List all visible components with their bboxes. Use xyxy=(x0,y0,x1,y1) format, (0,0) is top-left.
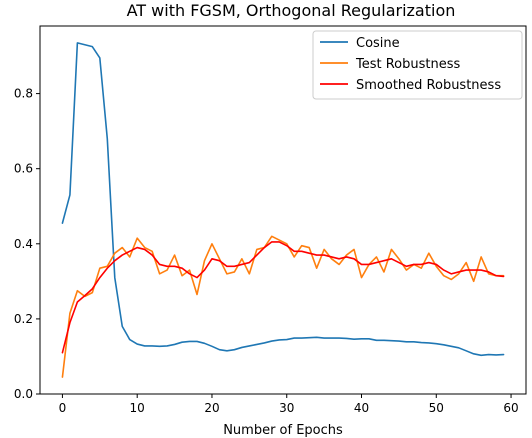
x-tick-label: 40 xyxy=(354,401,369,415)
series-line-smoothed-robustness xyxy=(61,241,505,354)
x-axis-label: Number of Epochs xyxy=(223,423,343,438)
plot-frame xyxy=(39,25,527,395)
legend-box xyxy=(312,30,523,100)
legend-label: Cosine xyxy=(356,36,400,51)
y-tick-label: 0.4 xyxy=(14,237,33,251)
legend-label: Test Robustness xyxy=(355,57,461,72)
series-layer xyxy=(61,42,505,378)
y-tick-label: 0.0 xyxy=(14,387,33,401)
x-tick-label: 10 xyxy=(130,401,145,415)
series-line-test-robustness xyxy=(61,235,505,378)
x-tick-label: 30 xyxy=(279,401,294,415)
y-tick-label: 0.6 xyxy=(14,162,33,176)
x-tick-label: 0 xyxy=(59,401,67,415)
x-tick-label: 50 xyxy=(429,401,444,415)
chart-title: AT with FGSM, Orthogonal Regularization xyxy=(127,1,456,20)
y-tick-label: 0.8 xyxy=(14,87,33,101)
y-axis: 0.0 0.2 0.4 0.6 0.8 xyxy=(14,87,40,401)
x-tick-label: 20 xyxy=(204,401,219,415)
legend: Cosine Test Robustness Smoothed Robustness xyxy=(312,30,523,100)
x-tick-label: 60 xyxy=(503,401,518,415)
x-axis: 0 10 20 30 40 50 60 xyxy=(59,394,519,415)
series-line-cosine xyxy=(61,42,505,357)
y-tick-label: 0.2 xyxy=(14,312,33,326)
legend-label: Smoothed Robustness xyxy=(356,78,501,93)
